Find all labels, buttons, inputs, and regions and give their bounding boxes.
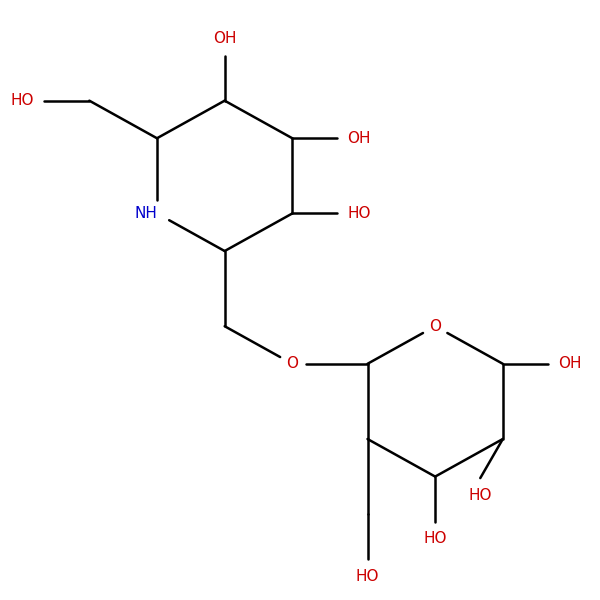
Text: HO: HO [356, 569, 379, 584]
Text: HO: HO [469, 488, 492, 503]
Text: O: O [286, 356, 298, 371]
Text: OH: OH [558, 356, 581, 371]
Text: OH: OH [347, 131, 371, 146]
Text: HO: HO [11, 93, 34, 108]
Text: OH: OH [213, 31, 236, 46]
Text: O: O [429, 319, 441, 334]
Text: HO: HO [347, 206, 371, 221]
Text: HO: HO [424, 532, 447, 547]
Text: NH: NH [134, 206, 157, 221]
